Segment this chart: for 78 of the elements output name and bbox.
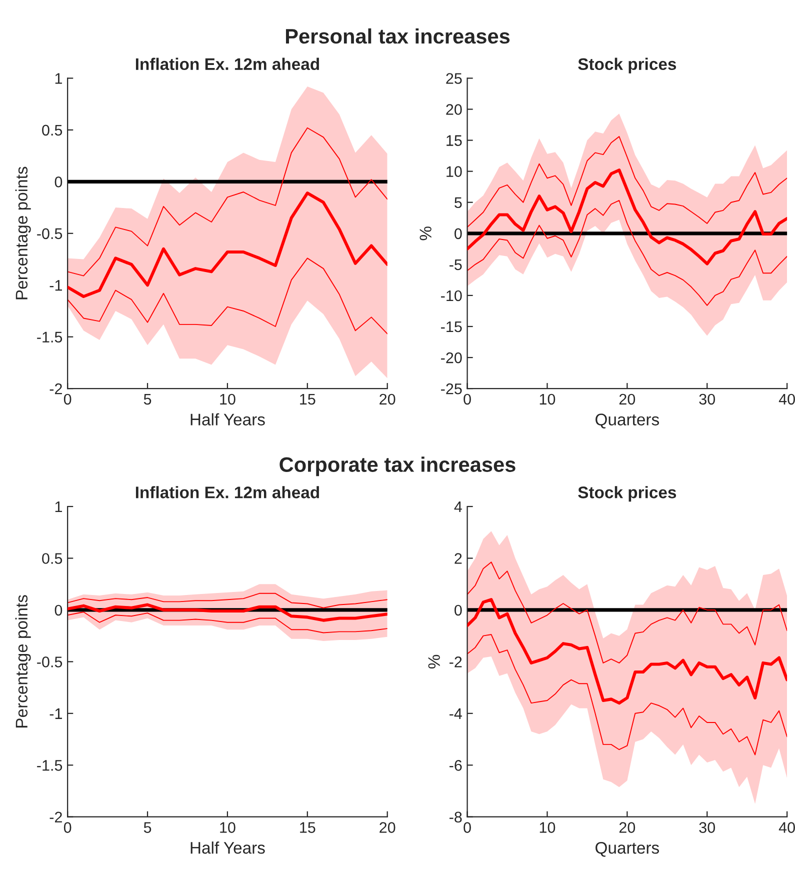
y-tick-label: 0.5 bbox=[42, 553, 62, 564]
x-tick-label: 30 bbox=[699, 822, 716, 833]
y-tick-label: 0 bbox=[54, 176, 62, 188]
chart-subtitle: Stock prices bbox=[578, 486, 676, 502]
y-tick-label: -1 bbox=[50, 708, 62, 719]
y-axis-title: Percentage points bbox=[15, 166, 31, 300]
y-axis-title: % bbox=[428, 654, 440, 668]
y-axis-title: Percentage points bbox=[15, 595, 31, 728]
x-tick-label: 0 bbox=[464, 394, 471, 405]
line-series bbox=[68, 612, 388, 634]
x-axis-title: Half Years bbox=[190, 413, 265, 426]
x-tick-label: 0 bbox=[64, 394, 72, 405]
line-series bbox=[68, 192, 388, 298]
chart-subtitle: Inflation Ex. 12m ahead bbox=[136, 58, 319, 70]
line-series bbox=[467, 562, 788, 664]
line-series bbox=[68, 592, 388, 608]
y-tick-label: -20 bbox=[441, 352, 462, 364]
x-axis-title: Quarters bbox=[596, 414, 659, 428]
y-tick-label: -2 bbox=[50, 812, 62, 822]
y-tick-label: 25 bbox=[446, 73, 462, 84]
y-tick-label: -6 bbox=[450, 760, 462, 771]
x-tick-label: 5 bbox=[144, 822, 152, 833]
x-tick-label: 15 bbox=[300, 822, 316, 833]
y-tick-label: -10 bbox=[441, 290, 462, 302]
y-tick-label: 4 bbox=[454, 502, 462, 512]
y-tick-label: 0 bbox=[454, 228, 462, 240]
line-series bbox=[467, 168, 788, 266]
chart-title: Personal tax increases bbox=[286, 28, 510, 44]
chart-title: Corporate tax increases bbox=[280, 456, 516, 476]
x-tick-label: 0 bbox=[464, 822, 471, 833]
y-tick-label: 20 bbox=[446, 104, 462, 115]
x-tick-label: 40 bbox=[778, 822, 795, 833]
x-tick-label: 20 bbox=[380, 822, 396, 833]
chart-subtitle: Stock prices bbox=[578, 58, 676, 74]
y-tick-label: -2 bbox=[50, 383, 62, 394]
y-tick-label: -1.5 bbox=[37, 760, 62, 771]
y-tick-label: 2 bbox=[454, 553, 462, 564]
y-tick-label: 1 bbox=[55, 502, 62, 512]
y-tick-label: 1 bbox=[55, 73, 62, 84]
line-series bbox=[467, 598, 788, 705]
x-tick-label: 10 bbox=[220, 394, 236, 405]
x-axis-title: Quarters bbox=[596, 842, 659, 857]
x-tick-label: 10 bbox=[220, 822, 236, 833]
line-series bbox=[467, 634, 788, 756]
x-tick-label: 0 bbox=[64, 822, 72, 833]
x-tick-label: 20 bbox=[619, 394, 636, 405]
y-tick-label: -15 bbox=[441, 322, 462, 332]
y-tick-label: 10 bbox=[446, 166, 462, 178]
y-tick-label: 5 bbox=[454, 197, 462, 208]
line-series bbox=[68, 603, 388, 622]
x-tick-label: 20 bbox=[619, 822, 636, 833]
y-tick-label: -0.5 bbox=[37, 228, 62, 240]
y-axis-title: % bbox=[420, 226, 432, 240]
y-tick-label: 0 bbox=[454, 604, 462, 616]
x-tick-label: 20 bbox=[380, 394, 396, 405]
y-tick-label: 15 bbox=[446, 135, 462, 146]
y-tick-label: 0.5 bbox=[42, 124, 62, 136]
line-series bbox=[467, 136, 788, 228]
line-series bbox=[68, 258, 388, 334]
y-tick-label: -1.5 bbox=[37, 332, 62, 343]
line-series bbox=[68, 127, 388, 276]
y-tick-label: -4 bbox=[450, 708, 462, 719]
y-tick-label: -5 bbox=[450, 259, 462, 270]
x-tick-label: 5 bbox=[144, 394, 152, 405]
x-tick-label: 10 bbox=[540, 822, 556, 833]
x-axis-title: Half Years bbox=[190, 842, 265, 854]
x-tick-label: 10 bbox=[540, 394, 556, 405]
x-tick-label: 40 bbox=[778, 394, 795, 405]
y-tick-label: -0.5 bbox=[37, 656, 62, 668]
y-tick-label: -1 bbox=[50, 280, 62, 291]
chart-subtitle: Inflation Ex. 12m ahead bbox=[136, 486, 319, 498]
y-tick-label: -8 bbox=[450, 812, 462, 823]
y-tick-label: 0 bbox=[54, 604, 62, 616]
line-series bbox=[467, 200, 788, 306]
y-tick-label: -2 bbox=[450, 656, 462, 668]
x-tick-label: 30 bbox=[699, 394, 716, 405]
y-tick-label: -25 bbox=[441, 383, 462, 394]
x-tick-label: 15 bbox=[300, 394, 316, 405]
